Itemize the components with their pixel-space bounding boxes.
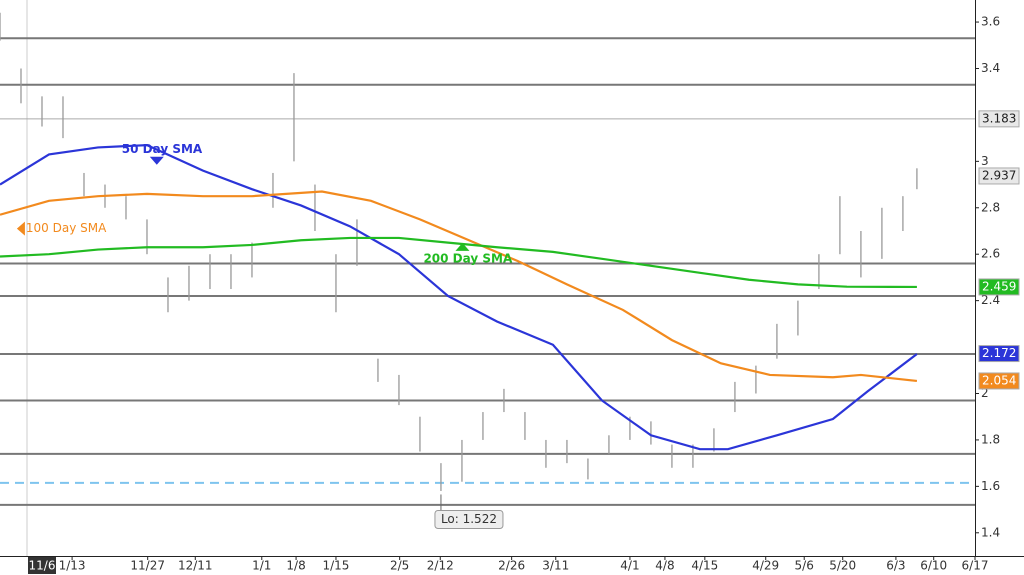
x-tick-label: 1/15 <box>322 559 349 573</box>
price-tag-label: 3.183 <box>982 111 1016 125</box>
sma-line <box>0 190 918 383</box>
price-tag <box>978 278 1020 296</box>
x-tick-label: 5/20 <box>829 559 856 573</box>
y-tick-label: 2.4 <box>981 293 1000 307</box>
x-tick-label: 6/17 <box>962 559 989 573</box>
x-tick-label: 4/29 <box>752 559 779 573</box>
x-tick-label: 3/11 <box>542 559 569 573</box>
x-tick-label: 1/1 <box>252 559 271 573</box>
price-tag <box>978 167 1020 185</box>
x-tick-label: 6/3 <box>886 559 905 573</box>
x-tick-label: 5/6 <box>795 559 814 573</box>
y-tick-label: 2.8 <box>981 200 1000 214</box>
low-label: Lo: 1.522 <box>441 512 497 526</box>
price-tag <box>978 345 1020 363</box>
y-tick-label: 1.6 <box>981 479 1000 493</box>
x-tick-label: 4/15 <box>691 559 718 573</box>
y-tick-label: 1.8 <box>981 432 1000 446</box>
price-tag-label: 2.937 <box>982 168 1016 182</box>
price-tag-label: 2.459 <box>982 279 1016 293</box>
sma-label: 200 Day SMA <box>423 251 512 265</box>
x-tick-label: 2/12 <box>427 559 454 573</box>
x-tick-label: 11/6 <box>29 559 56 573</box>
y-tick-label: 2.6 <box>981 247 1000 261</box>
y-tick-label: 1.4 <box>981 525 1000 539</box>
x-tick-label: 4/1 <box>620 559 639 573</box>
x-tick-label: 2/26 <box>498 559 525 573</box>
sma-line <box>0 236 917 289</box>
y-tick-label: 3 <box>981 154 989 168</box>
price-tag <box>978 110 1020 128</box>
marker <box>149 156 164 165</box>
low-box <box>434 509 504 529</box>
y-tick-label: 3.4 <box>981 61 1000 75</box>
y-tick-label: 3.6 <box>981 15 1000 29</box>
price-tag-label: 2.054 <box>982 373 1016 387</box>
x-tick-label: 2/5 <box>390 559 409 573</box>
price-tag-label: 2.172 <box>982 346 1016 360</box>
sma-label: 50 Day SMA <box>122 142 203 156</box>
x-tick-label: 1/8 <box>286 559 305 573</box>
x-tick-label: 12/11 <box>178 559 213 573</box>
sma-line <box>0 143 918 451</box>
x-tick-label: 4/8 <box>655 559 674 573</box>
marker <box>455 242 470 251</box>
price-tag <box>978 372 1020 390</box>
sma-label: 100 Day SMA <box>26 221 107 235</box>
marker <box>16 221 25 236</box>
y-tick-label: 2 <box>981 386 989 400</box>
x-tick-label: 1/13 <box>59 559 86 573</box>
x-tick-label: 11/27 <box>130 559 165 573</box>
cursor-box <box>27 557 56 574</box>
x-tick-label: 6/10 <box>920 559 947 573</box>
